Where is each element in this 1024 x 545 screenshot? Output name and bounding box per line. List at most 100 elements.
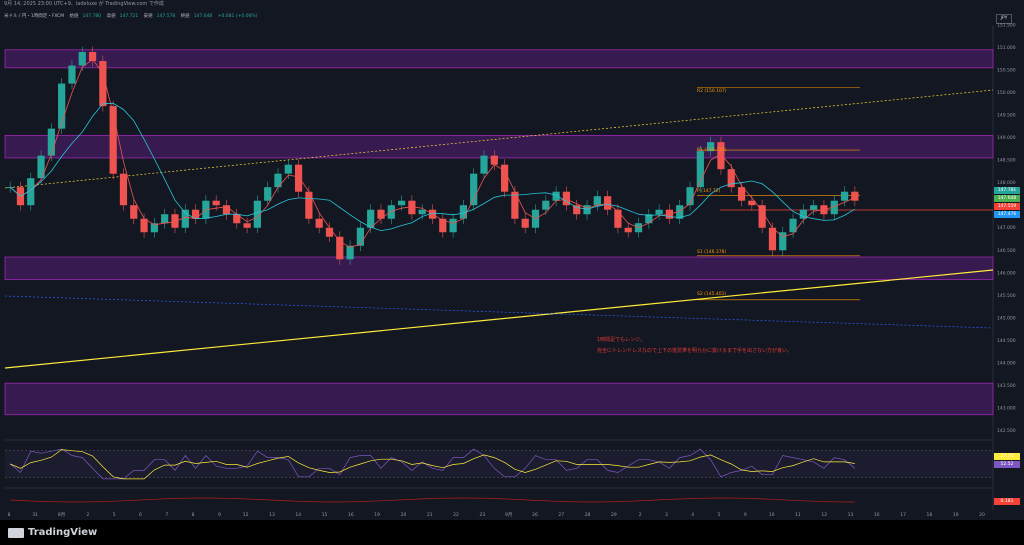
candle-body-43	[449, 218, 457, 233]
y-tick-4: 149.500	[997, 113, 1016, 119]
tradingview-logo[interactable]: TradingView	[8, 527, 97, 538]
open-value: 147.780	[82, 14, 102, 19]
rsi-band-fill	[5, 450, 993, 478]
y-tick-6: 148.500	[997, 158, 1016, 164]
candle-body-82	[851, 191, 859, 201]
x-tick-3: 2	[86, 512, 89, 518]
price-tag-1: 147.781	[994, 187, 1020, 194]
x-tick-31: 12	[821, 512, 827, 518]
rsi-tag-1: 57.74	[994, 453, 1020, 460]
candle-body-23	[243, 223, 251, 228]
candle-body-75	[779, 232, 787, 251]
candle-body-11	[119, 173, 128, 206]
candle-body-47	[490, 155, 498, 165]
candle-body-5	[58, 83, 66, 129]
candle-body-59	[614, 209, 622, 228]
candle-body-65	[676, 205, 684, 219]
x-tick-8: 9	[218, 512, 221, 518]
x-tick-24: 2	[639, 512, 642, 518]
candle-body-60	[624, 227, 632, 233]
resistance-zone-4	[4, 382, 994, 416]
x-tick-6: 7	[165, 512, 168, 518]
macd-line	[10, 497, 855, 503]
candle-body-72	[748, 200, 756, 206]
candle-body-57	[593, 196, 601, 206]
pivot-r2-label: R2 (150.107)	[697, 89, 727, 94]
y-tick-16: 143.500	[997, 383, 1016, 389]
y-tick-12: 145.500	[997, 293, 1016, 299]
y-tick-9: 147.000	[997, 225, 1016, 231]
candle-body-55	[573, 205, 581, 215]
candle-body-34	[356, 227, 364, 246]
annotation-line-2: 完全にトレンドレスなので上下の抵抗帯を明らかに抜けるまで手を出さない方が良い。	[597, 348, 793, 354]
y-tick-14: 144.500	[997, 338, 1016, 344]
candle-body-26	[274, 173, 282, 188]
brand-name: TradingView	[28, 527, 98, 538]
high-label: 高値	[106, 14, 116, 19]
candle-body-8	[88, 52, 97, 62]
y-tick-2: 150.500	[997, 68, 1016, 74]
pivot-p-label: P (147.72)	[697, 189, 721, 194]
candle-body-30	[315, 218, 323, 228]
x-tick-34: 17	[900, 512, 906, 518]
y-tick-7: 148.000	[997, 180, 1016, 186]
chart-caption: 9月 14, 2025 23:00 UTC+9、ladeluxe が Tradi…	[0, 0, 1024, 8]
open-label: 始値	[69, 14, 79, 19]
candle-body-18	[191, 209, 200, 219]
candle-body-10	[109, 106, 117, 174]
x-tick-23: 29	[611, 512, 617, 518]
candle-body-78	[810, 205, 818, 210]
candle-body-70	[727, 169, 735, 188]
y-tick-10: 146.500	[997, 248, 1016, 254]
price-tag-4: 147.476	[994, 211, 1020, 218]
symbol-info: 米ドル / 円・1時間足・FXCM 始値 147.780 高値 147.721 安値…	[4, 13, 261, 19]
x-tick-16: 21	[427, 512, 433, 518]
x-tick-36: 19	[953, 512, 959, 518]
rsi-tag-2: 52.52	[994, 461, 1020, 468]
candle-body-52	[542, 200, 550, 210]
candle-body-40	[418, 209, 426, 215]
high-value: 147.721	[119, 14, 139, 19]
x-tick-13: 16	[348, 512, 354, 518]
candle-body-7	[78, 52, 86, 66]
candle-body-25	[264, 187, 272, 201]
y-tick-15: 144.000	[997, 360, 1016, 366]
pivot-s2-label: S2 (145.401)	[697, 292, 727, 297]
rsi-signal-line	[10, 449, 855, 480]
x-tick-12: 15	[322, 512, 328, 518]
candle-body-4	[47, 128, 55, 156]
x-tick-29: 10	[769, 512, 775, 518]
x-tick-4: 5	[113, 512, 116, 518]
candle-body-16	[171, 214, 179, 228]
close-label: 終値	[180, 14, 190, 19]
x-tick-17: 22	[453, 512, 459, 518]
candle-body-35	[367, 209, 375, 228]
x-tick-9: 12	[243, 512, 249, 518]
price-tag-3: 147.559	[994, 203, 1020, 210]
candle-body-9	[99, 61, 107, 107]
candle-body-77	[799, 209, 807, 219]
candle-body-6	[68, 65, 76, 84]
y-tick-5: 149.000	[997, 135, 1016, 141]
low-label: 安値	[143, 14, 153, 19]
candle-body-3	[37, 155, 45, 179]
x-tick-2: 8月	[58, 512, 65, 518]
candle-body-63	[655, 209, 663, 215]
tradingview-mark-icon	[8, 527, 24, 538]
low-value: 147.578	[156, 14, 176, 19]
candle-body-81	[840, 191, 849, 201]
symbol-name[interactable]: 米ドル / 円・1時間足・FXCM	[4, 14, 65, 19]
candle-body-46	[480, 155, 488, 174]
x-tick-5: 6	[139, 512, 142, 518]
trendline-upper	[4, 89, 994, 189]
rsi-line	[9, 448, 856, 480]
candle-body-27	[284, 164, 292, 174]
candle-body-68	[707, 142, 715, 152]
candle-body-28	[294, 164, 303, 192]
candle-body-15	[161, 214, 169, 224]
x-tick-19: 9月	[505, 512, 512, 518]
currency-button[interactable]: JPY	[996, 14, 1012, 24]
ma-fast-line	[9, 58, 855, 248]
x-tick-0: 8	[8, 512, 11, 518]
